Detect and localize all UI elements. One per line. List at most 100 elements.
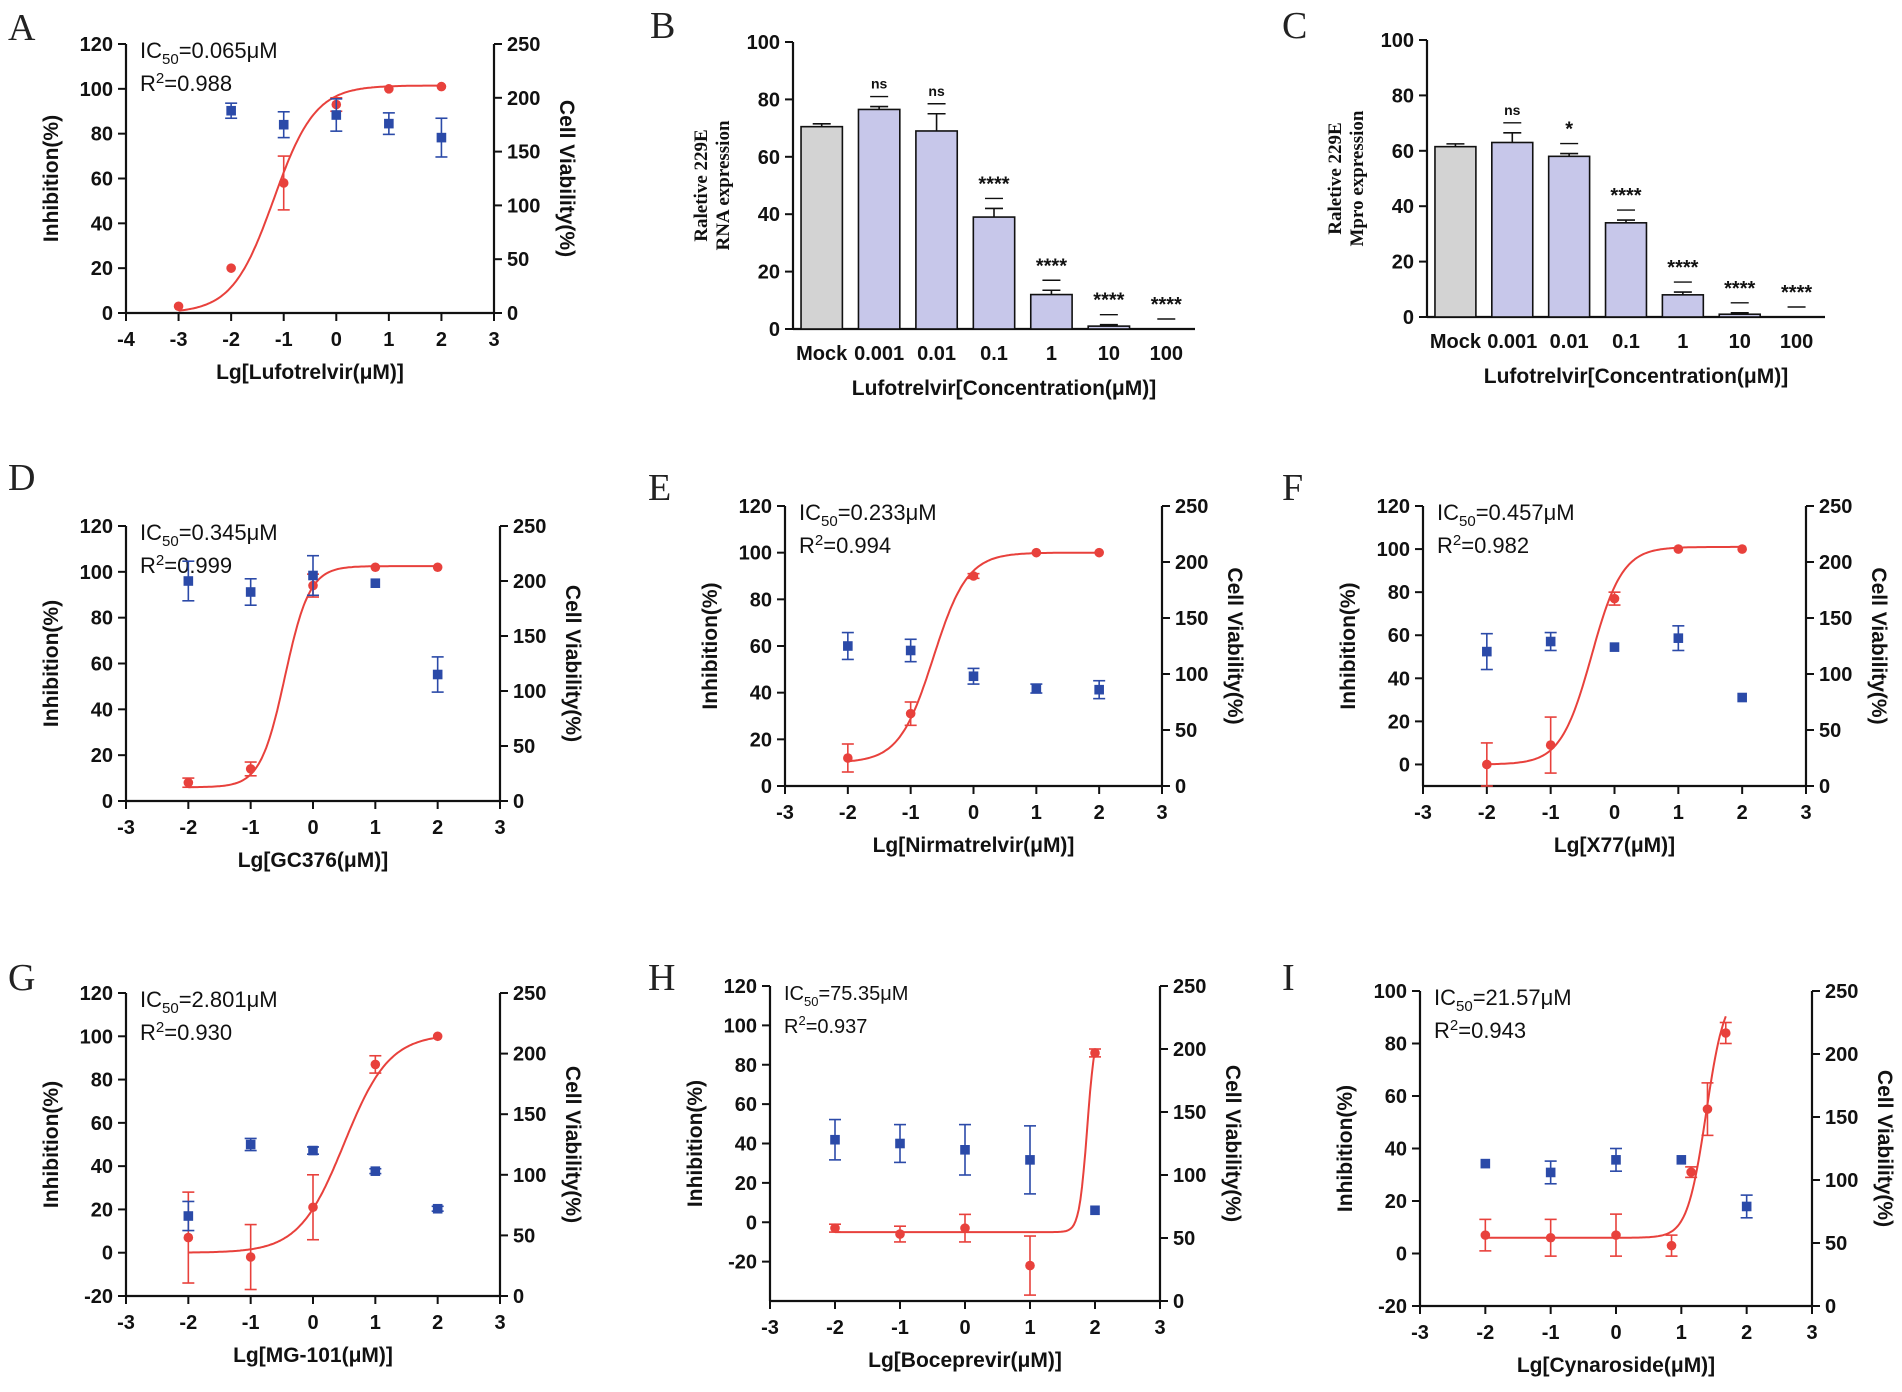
y-right-tick-label: 50 bbox=[513, 1225, 535, 1247]
inhibition-point bbox=[1686, 1167, 1696, 1177]
x-tick-label: 0.001 bbox=[854, 343, 904, 365]
x-tick-label: 2 bbox=[1737, 802, 1748, 824]
y-right-tick-label: 50 bbox=[1175, 720, 1197, 742]
x-tick-label: -1 bbox=[275, 329, 293, 351]
y-right-tick-label: 0 bbox=[513, 1286, 524, 1308]
y-right-axis-title: Cell Viability(%) bbox=[561, 1066, 584, 1223]
x-axis-title: Lg[X77(μM)] bbox=[1554, 834, 1675, 857]
y-left-tick-label: 80 bbox=[735, 1055, 757, 1077]
y-right-tick-label: 200 bbox=[513, 1044, 546, 1066]
y-right-tick-label: 150 bbox=[1175, 608, 1208, 630]
viability-point bbox=[432, 669, 443, 680]
y-right-tick-label: 200 bbox=[1819, 552, 1852, 574]
y-left-tick-label: 40 bbox=[91, 213, 113, 235]
inhibition-point bbox=[370, 1059, 381, 1070]
y-left-tick-label: 100 bbox=[80, 79, 113, 101]
x-tick-label: -3 bbox=[761, 1317, 779, 1339]
inhibition-point bbox=[1720, 1028, 1731, 1038]
viability-point bbox=[1482, 646, 1492, 657]
y-right-tick-label: 200 bbox=[1175, 552, 1208, 574]
viability-point bbox=[183, 576, 194, 586]
inhibition-fit-curve bbox=[1486, 545, 1743, 766]
y-left-tick-label: 0 bbox=[102, 303, 113, 325]
ic50-annotation: IC50=0.233μM bbox=[799, 500, 937, 530]
bar bbox=[1087, 325, 1131, 330]
y-left-tick-label: 120 bbox=[724, 976, 757, 998]
x-tick-label: -1 bbox=[1542, 802, 1560, 824]
y-right-tick-label: 250 bbox=[513, 983, 546, 1005]
y-left-tick-label: 80 bbox=[91, 1070, 113, 1092]
x-tick-label: 2 bbox=[432, 1312, 443, 1334]
y-right-tick-label: 50 bbox=[507, 249, 529, 271]
inhibition-point bbox=[1480, 1230, 1491, 1240]
y-left-tick-label: 120 bbox=[80, 983, 113, 1005]
viability-point bbox=[905, 645, 916, 656]
viability-point bbox=[245, 587, 256, 597]
y-left-tick-label: 120 bbox=[1377, 496, 1410, 518]
x-tick-label: 1 bbox=[1024, 1317, 1035, 1339]
x-tick-label: 10 bbox=[1729, 331, 1751, 353]
y-left-tick-label: 100 bbox=[1377, 539, 1410, 561]
ic50-annotation: IC50=0.457μM bbox=[1437, 500, 1575, 530]
x-tick-label: -1 bbox=[242, 817, 260, 839]
viability-point bbox=[308, 1145, 318, 1156]
viability-point bbox=[1545, 1167, 1556, 1178]
y-right-tick-label: 0 bbox=[513, 791, 524, 813]
x-tick-label: 3 bbox=[1154, 1317, 1165, 1339]
inhibition-point bbox=[895, 1229, 905, 1239]
x-tick-label: 0 bbox=[968, 802, 979, 824]
y-right-tick-label: 0 bbox=[507, 303, 518, 325]
inhibition-point bbox=[968, 571, 979, 581]
inhibition-point bbox=[226, 263, 236, 273]
bar bbox=[800, 125, 844, 330]
y-left-tick-label: 40 bbox=[91, 699, 113, 721]
x-tick-label: 3 bbox=[494, 817, 505, 839]
x-tick-label: 3 bbox=[1800, 802, 1811, 824]
inhibition-point bbox=[436, 81, 447, 92]
x-axis-title: Lg[Cynaroside(μM)] bbox=[1517, 1354, 1715, 1377]
y-left-tick-label: 100 bbox=[724, 1015, 757, 1037]
inhibition-point bbox=[183, 1232, 194, 1243]
x-tick-label: 100 bbox=[1150, 343, 1183, 365]
x-tick-label: -4 bbox=[117, 329, 136, 351]
inhibition-point bbox=[432, 562, 443, 573]
y-left-tick-label: 100 bbox=[80, 562, 113, 584]
x-tick-label: -1 bbox=[242, 1312, 260, 1334]
x-tick-label: -3 bbox=[170, 329, 188, 351]
x-tick-label: 10 bbox=[1098, 343, 1120, 365]
x-tick-label: 3 bbox=[488, 329, 499, 351]
viability-point bbox=[432, 1203, 443, 1214]
x-axis-title: Lg[Lufotrelvir(μM)] bbox=[216, 361, 404, 384]
viability-point bbox=[895, 1138, 905, 1149]
r2-annotation: R2=0.943 bbox=[1434, 1017, 1526, 1043]
y-right-tick-label: 150 bbox=[513, 1104, 546, 1126]
y-left-tick-label: 60 bbox=[735, 1094, 757, 1116]
y-right-tick-label: 100 bbox=[1175, 664, 1208, 686]
y-left-tick-label: 120 bbox=[739, 496, 772, 518]
panel-letter-f: F bbox=[1282, 467, 1303, 509]
inhibition-point bbox=[1025, 1260, 1035, 1271]
y-left-tick-label: 120 bbox=[80, 34, 113, 56]
y-right-tick-label: 100 bbox=[1819, 664, 1852, 686]
x-tick-label: 0 bbox=[307, 1312, 318, 1334]
panel-c: 0 20 40 60 80 100 Mock ns 0.001 * 0.01 **** 0.1 **** 1… bbox=[1325, 30, 1825, 388]
y-left-tick-label: 20 bbox=[91, 1199, 113, 1221]
x-tick-label: -3 bbox=[1414, 802, 1432, 824]
bar bbox=[1661, 294, 1705, 318]
inhibition-point bbox=[370, 562, 381, 573]
y-right-tick-label: 100 bbox=[1173, 1165, 1206, 1187]
y-right-tick-label: 50 bbox=[1819, 720, 1841, 742]
y-left-tick-label: 0 bbox=[102, 791, 113, 813]
significance-label: ns bbox=[1504, 102, 1521, 118]
significance-label: **** bbox=[1724, 278, 1755, 300]
y-tick-label: 80 bbox=[758, 89, 780, 111]
ic50-annotation: IC50=2.801μM bbox=[140, 987, 278, 1017]
x-tick-label: 100 bbox=[1780, 331, 1813, 353]
y-left-tick-label: 60 bbox=[91, 1113, 113, 1135]
y-right-tick-label: 250 bbox=[513, 516, 546, 538]
y-right-tick-label: 200 bbox=[1825, 1044, 1858, 1066]
x-axis-title: Lg[GC376(μM)] bbox=[238, 849, 389, 872]
x-tick-label: -2 bbox=[179, 1312, 197, 1334]
viability-point bbox=[384, 118, 394, 129]
